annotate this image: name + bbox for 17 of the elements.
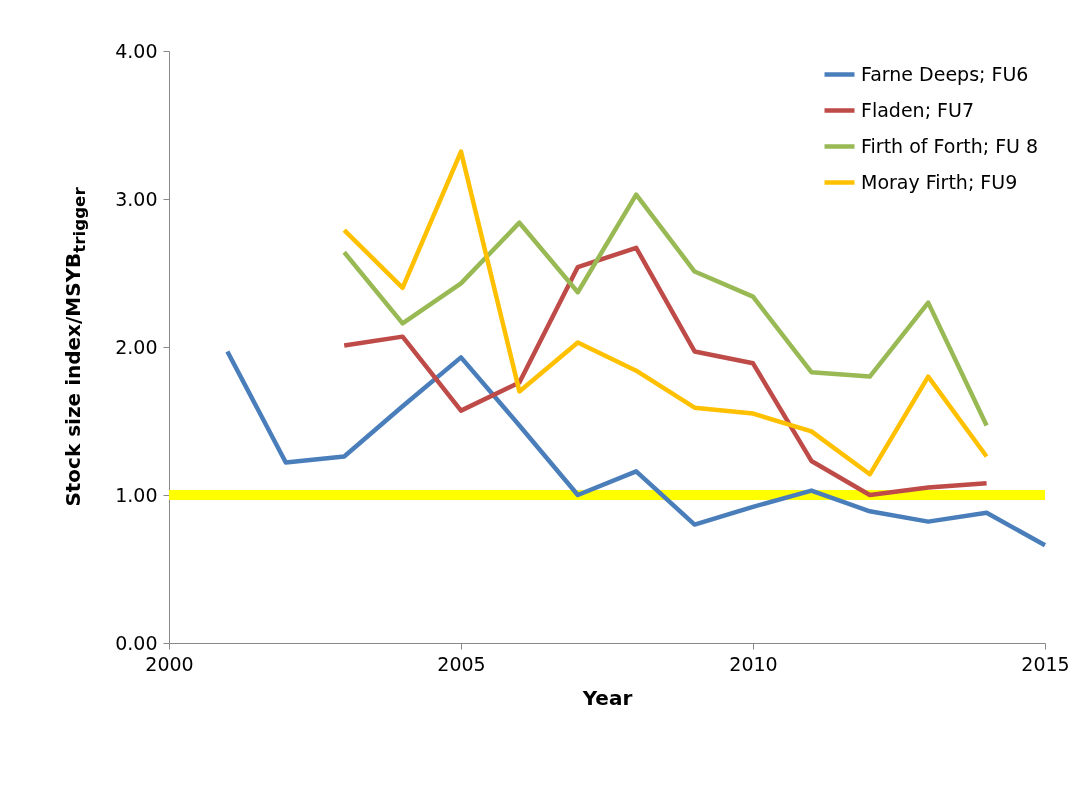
x-tick-label: 2005 — [437, 652, 486, 675]
x-tick-label: 2010 — [729, 652, 778, 675]
y-tick-label: 0.00 — [115, 631, 158, 654]
legend-label: Moray Firth; FU9 — [861, 170, 1018, 193]
x-tick-label: 2000 — [145, 652, 194, 675]
y-tick-label: 2.00 — [115, 335, 158, 358]
legend-label: Firth of Forth; FU 8 — [861, 134, 1039, 157]
y-tick-label: 3.00 — [115, 187, 158, 210]
y-tick-label: 1.00 — [115, 483, 158, 506]
legend-label: Farne Deeps; FU6 — [861, 62, 1029, 85]
line-series — [341, 245, 989, 498]
line-series — [341, 192, 989, 428]
y-tick-label: 4.00 — [115, 39, 158, 62]
line-series — [225, 349, 1048, 548]
x-axis-title: Year — [581, 685, 633, 710]
legend-label: Fladen; FU7 — [861, 98, 975, 121]
x-tick-label: 2015 — [1021, 652, 1070, 675]
